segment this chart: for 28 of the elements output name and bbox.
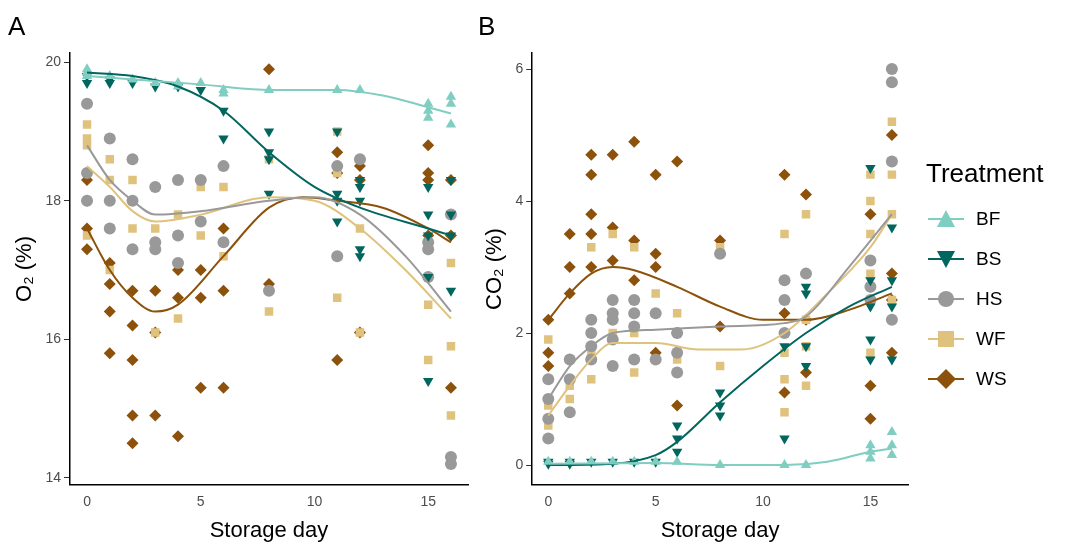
y-tick-label: 4 <box>515 191 524 208</box>
y-tick-label: 20 <box>45 53 62 70</box>
legend-label: WS <box>976 367 1007 390</box>
legend-label: BF <box>976 207 1001 230</box>
x-tick-label: 10 <box>755 493 772 510</box>
y-tick-label: 18 <box>45 191 62 208</box>
x-tick-label: 15 <box>420 493 437 510</box>
y-tick-label: 2 <box>515 323 524 340</box>
x-axis-title: Storage day <box>660 516 780 542</box>
y-axis-title: O₂ (%) <box>11 236 37 302</box>
x-axis-title: Storage day <box>209 516 329 542</box>
x-tick-label: 10 <box>306 493 323 510</box>
chart-title: A <box>8 10 26 41</box>
legend-label: BS <box>976 247 1002 270</box>
y-tick-label: 0 <box>515 455 524 472</box>
legend-title: Treatment <box>926 157 1044 189</box>
y-tick-label: 6 <box>515 59 524 76</box>
legend-label: HS <box>976 287 1003 310</box>
legend-label: WF <box>976 327 1006 350</box>
chart-title: B <box>478 10 496 41</box>
x-tick-label: 5 <box>651 493 660 510</box>
y-tick-label: 16 <box>45 330 62 347</box>
y-axis-title: CO₂ (%) <box>481 228 507 310</box>
x-tick-label: 0 <box>544 493 553 510</box>
x-tick-label: 0 <box>83 493 92 510</box>
y-tick-label: 14 <box>45 468 62 485</box>
x-tick-label: 15 <box>862 493 879 510</box>
x-tick-label: 5 <box>196 493 205 510</box>
